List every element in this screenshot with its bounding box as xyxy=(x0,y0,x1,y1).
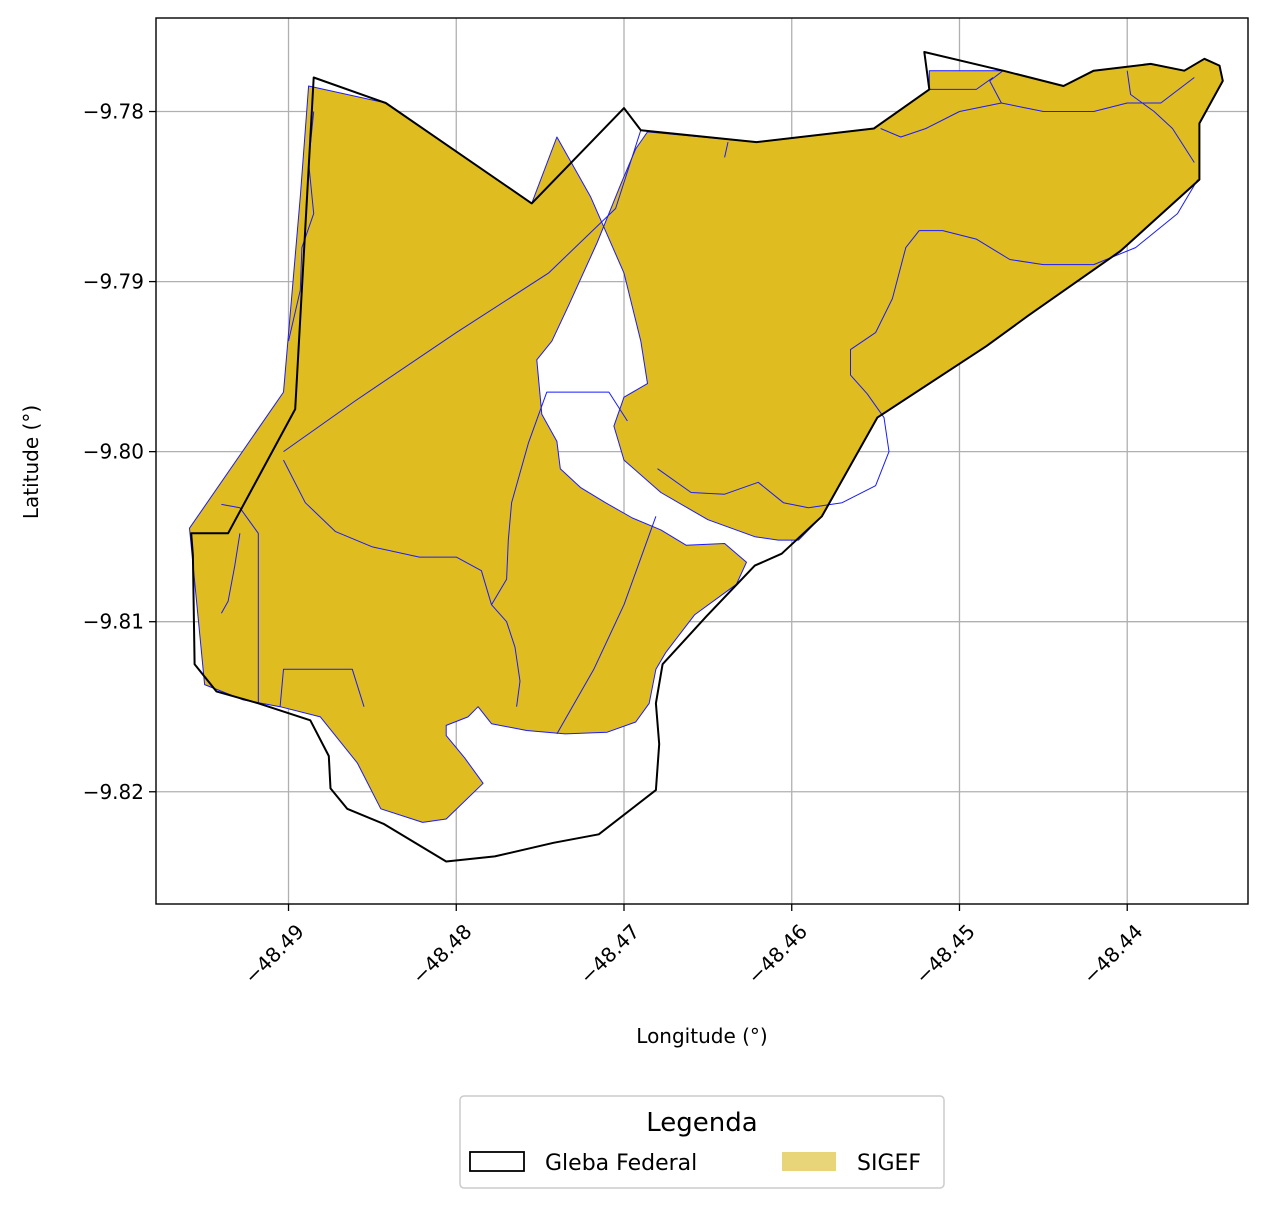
sigef-parcel-line xyxy=(989,70,1004,104)
sigef-parcel-line xyxy=(724,141,729,158)
sigef-layer xyxy=(189,58,1224,823)
sigef-parcel-line xyxy=(220,533,241,614)
sigef-parcel-line xyxy=(279,668,365,707)
sigef-parcel-line xyxy=(919,179,1199,266)
sigef-polygon xyxy=(189,58,1224,823)
sigef-parcel-line xyxy=(929,77,994,90)
sigef-parcel-line xyxy=(880,77,1195,138)
y-tick-label: −9.80 xyxy=(83,440,144,464)
x-axis-label: Longitude (°) xyxy=(636,1024,767,1048)
y-tick-label: −9.82 xyxy=(83,780,144,804)
legend-title: Legenda xyxy=(646,1108,757,1138)
sigef-parcel-boundaries xyxy=(220,70,1199,735)
sigef-parcel-line xyxy=(283,130,642,453)
sigef-parcel-line xyxy=(221,503,259,704)
legend-swatch-gleba-federal xyxy=(469,1151,525,1172)
y-axis-ticks: −9.78 −9.79 −9.80 −9.81 −9.82 xyxy=(83,100,156,804)
sigef-parcel-line xyxy=(491,391,628,605)
sigef-parcel-line xyxy=(657,230,920,509)
plot-area: −48.49 −48.48 −48.47 −48.46 −48.45 −48.44 −9.… xyxy=(83,17,1249,989)
gleba-federal-layer xyxy=(190,51,1224,863)
legend-label-gleba-federal: Gleba Federal xyxy=(545,1151,697,1176)
sigef-parcel-line xyxy=(283,459,521,707)
sigef-parcel-line xyxy=(1126,70,1195,163)
legend-label-sigef: SIGEF xyxy=(857,1151,921,1176)
gleba-federal-polygon xyxy=(190,51,1224,863)
y-axis-label: Latitude (°) xyxy=(19,405,43,519)
sigef-parcel-line xyxy=(556,516,657,735)
legend-swatch-sigef xyxy=(782,1152,836,1171)
y-tick-label: −9.78 xyxy=(83,100,144,124)
y-tick-label: −9.81 xyxy=(83,610,144,634)
legend: Legenda Gleba Federal SIGEF xyxy=(459,1095,945,1189)
y-tick-label: −9.79 xyxy=(83,270,144,294)
plot-frame xyxy=(155,17,1249,905)
